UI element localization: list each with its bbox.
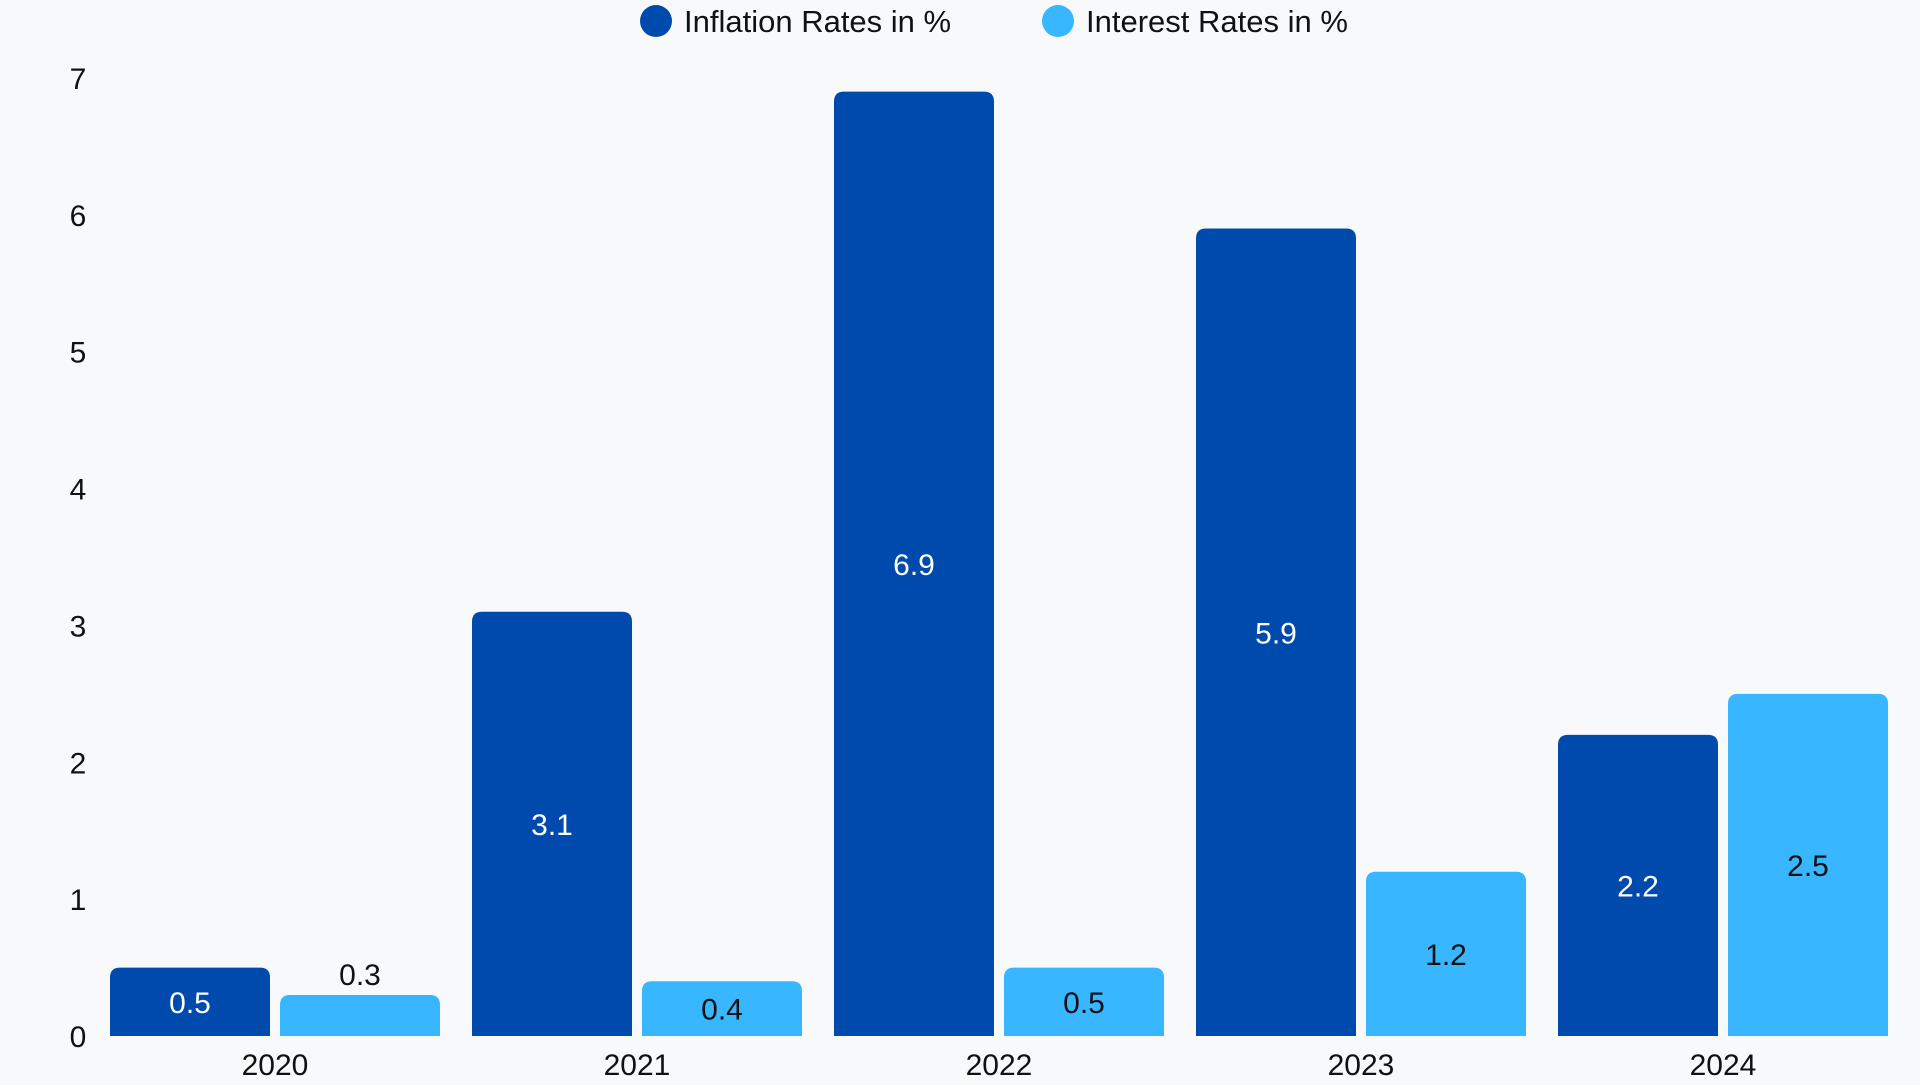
- bar-interest-2022: [1004, 967, 1164, 1036]
- data-label: 0.4: [701, 994, 743, 1027]
- data-label: 0.5: [169, 987, 211, 1020]
- legend-label: Interest Rates in %: [1086, 4, 1348, 39]
- bar-interest-2020: [280, 994, 440, 1036]
- bars: 0.5 3.1 6.9 5.9 2.2 0.3 0.4 0.5 1.2 2.5: [110, 91, 1888, 1037]
- legend-label: Inflation Rates in %: [684, 4, 951, 39]
- legend: Inflation Rates in % Interest Rates in %: [640, 4, 1348, 39]
- y-tick-label: 4: [70, 474, 87, 507]
- bar-inflation-2022: [834, 91, 994, 1036]
- bar-inflation-2024: [1558, 734, 1718, 1036]
- bar-interest-2024: [1728, 693, 1888, 1036]
- data-label: 0.5: [1063, 987, 1105, 1020]
- data-label: 3.1: [531, 809, 573, 842]
- x-tick-label: 2023: [1328, 1049, 1395, 1080]
- data-label: 1.2: [1425, 939, 1467, 972]
- bar-interest-2021: [642, 981, 802, 1036]
- data-label: 5.9: [1255, 617, 1297, 650]
- legend-swatch-icon: [640, 5, 672, 37]
- data-label: 2.2: [1617, 870, 1659, 903]
- legend-swatch-icon: [1042, 5, 1074, 37]
- bar-inflation-2021: [472, 611, 632, 1036]
- data-label: 0.3: [339, 959, 381, 992]
- y-tick-label: 6: [70, 200, 87, 233]
- y-tick-label: 1: [70, 884, 87, 917]
- data-label: 2.5: [1787, 850, 1829, 883]
- x-tick-label: 2024: [1690, 1049, 1757, 1080]
- bar-inflation-2023: [1196, 228, 1356, 1037]
- bar-interest-2023: [1366, 871, 1526, 1036]
- y-tick-label: 3: [70, 610, 87, 643]
- x-tick-label: 2020: [242, 1049, 309, 1080]
- x-tick-label: 2022: [966, 1049, 1033, 1080]
- x-tick-label: 2021: [604, 1049, 671, 1080]
- y-tick-label: 0: [70, 1021, 87, 1054]
- y-tick-label: 2: [70, 747, 87, 780]
- bar-inflation-2020: [110, 967, 270, 1036]
- data-label: 6.9: [893, 549, 935, 582]
- x-axis: 2020 2021 2022 2023 2024: [242, 1049, 1757, 1082]
- y-tick-label: 5: [70, 337, 87, 370]
- y-tick-label: 7: [70, 63, 87, 96]
- y-axis: 0 1 2 3 4 5 6 7: [70, 63, 87, 1054]
